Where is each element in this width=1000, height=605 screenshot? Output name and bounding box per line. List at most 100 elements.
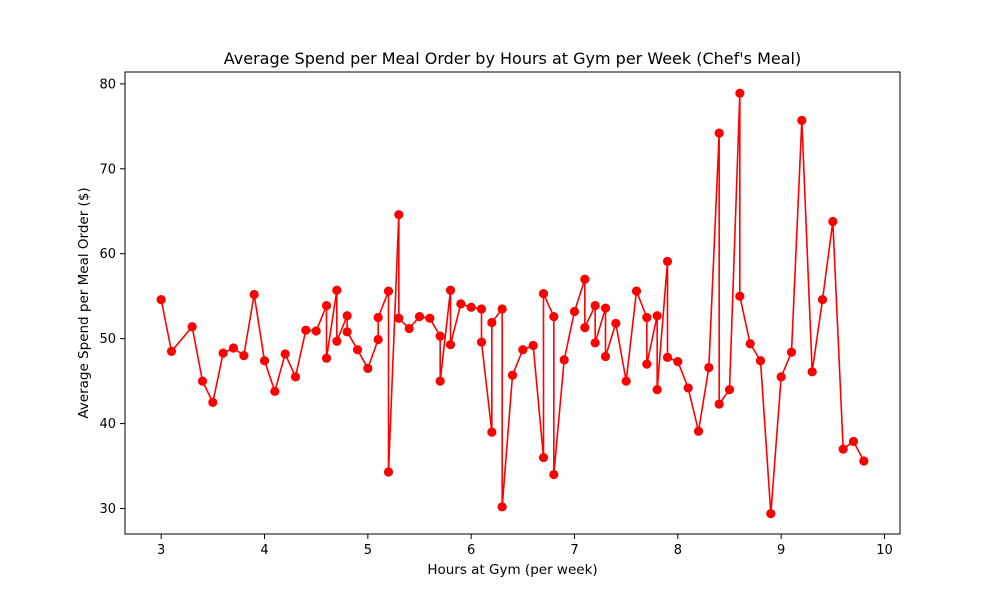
data-point bbox=[228, 343, 239, 353]
data-point bbox=[600, 303, 611, 313]
data-point bbox=[321, 353, 332, 363]
data-point bbox=[394, 210, 404, 220]
data-point bbox=[673, 356, 683, 367]
data-point bbox=[817, 295, 828, 305]
data-point bbox=[394, 313, 404, 323]
x-axis: 3 4 5 6 7 8 9 10 bbox=[157, 534, 893, 558]
data-point bbox=[487, 317, 497, 328]
data-point bbox=[208, 397, 218, 407]
x-tick-label: 8 bbox=[674, 543, 682, 558]
data-point bbox=[766, 509, 776, 519]
data-point bbox=[363, 363, 373, 373]
data-point bbox=[321, 300, 332, 311]
data-point bbox=[704, 362, 714, 373]
y-tick-label: 70 bbox=[99, 162, 116, 177]
data-point bbox=[735, 291, 745, 301]
data-point bbox=[290, 372, 301, 382]
data-point bbox=[404, 323, 414, 334]
data-point bbox=[342, 327, 352, 337]
data-point bbox=[197, 376, 208, 386]
data-point bbox=[714, 399, 724, 409]
data-point bbox=[249, 289, 259, 300]
data-point bbox=[414, 311, 425, 322]
data-point bbox=[807, 367, 817, 377]
data-point bbox=[580, 323, 590, 333]
x-tick-label: 9 bbox=[777, 543, 785, 558]
data-point bbox=[259, 356, 270, 366]
data-point bbox=[662, 256, 673, 266]
data-point bbox=[383, 286, 394, 296]
data-point bbox=[280, 349, 290, 359]
data-point bbox=[373, 334, 383, 345]
y-tick-label: 80 bbox=[99, 77, 116, 92]
data-point bbox=[507, 370, 518, 380]
data-point bbox=[476, 304, 487, 314]
data-point bbox=[590, 300, 600, 311]
plot-frame bbox=[124, 71, 901, 535]
data-point bbox=[538, 452, 549, 463]
data-point bbox=[497, 502, 507, 512]
x-tick-label: 10 bbox=[876, 543, 893, 558]
data-point bbox=[580, 274, 590, 284]
data-point bbox=[848, 436, 859, 447]
x-tick-label: 5 bbox=[364, 543, 372, 558]
data-point bbox=[838, 444, 848, 454]
data-point bbox=[311, 326, 321, 336]
data-point bbox=[487, 427, 497, 437]
data-point bbox=[373, 312, 383, 323]
data-point bbox=[828, 216, 838, 227]
data-point bbox=[611, 318, 621, 328]
data-point bbox=[724, 385, 735, 395]
data-point bbox=[528, 340, 538, 351]
data-point bbox=[445, 340, 456, 350]
data-point bbox=[425, 313, 435, 323]
y-tick-label: 30 bbox=[99, 502, 116, 517]
data-point bbox=[662, 352, 673, 362]
data-point bbox=[435, 376, 445, 386]
data-point bbox=[776, 372, 786, 382]
x-tick-label: 6 bbox=[467, 543, 475, 558]
data-point bbox=[239, 351, 249, 361]
x-tick-label: 4 bbox=[260, 543, 268, 558]
data-point bbox=[518, 345, 528, 355]
data-point bbox=[683, 383, 693, 393]
data-point bbox=[559, 355, 569, 365]
data-point bbox=[745, 339, 755, 349]
data-point bbox=[590, 338, 600, 348]
data-point bbox=[342, 311, 352, 321]
data-point bbox=[797, 115, 807, 126]
data-point bbox=[642, 359, 652, 369]
data-point bbox=[549, 311, 559, 322]
data-point bbox=[735, 88, 745, 98]
series-layer bbox=[156, 88, 869, 519]
data-point bbox=[456, 299, 466, 309]
data-point bbox=[445, 285, 456, 295]
data-point bbox=[569, 306, 580, 317]
x-axis-label: Hours at Gym (per week) bbox=[427, 562, 597, 578]
data-point bbox=[714, 128, 724, 138]
x-tick-label: 7 bbox=[570, 543, 578, 558]
data-point bbox=[652, 385, 662, 395]
y-tick-label: 40 bbox=[99, 417, 116, 432]
data-point bbox=[332, 336, 342, 346]
data-point bbox=[693, 426, 704, 436]
data-point bbox=[755, 356, 766, 366]
data-point bbox=[466, 302, 476, 312]
data-point bbox=[621, 376, 631, 386]
data-point bbox=[600, 351, 611, 362]
data-point bbox=[352, 345, 363, 355]
data-point bbox=[383, 467, 394, 477]
data-point bbox=[218, 348, 228, 358]
data-point bbox=[538, 289, 549, 299]
data-point bbox=[631, 286, 642, 296]
data-point bbox=[435, 331, 445, 341]
data-point bbox=[476, 337, 487, 347]
data-point bbox=[166, 346, 177, 357]
data-point bbox=[642, 312, 652, 323]
y-tick-label: 50 bbox=[99, 332, 116, 347]
data-point bbox=[786, 347, 797, 357]
data-point bbox=[270, 386, 280, 396]
data-point bbox=[497, 304, 507, 314]
